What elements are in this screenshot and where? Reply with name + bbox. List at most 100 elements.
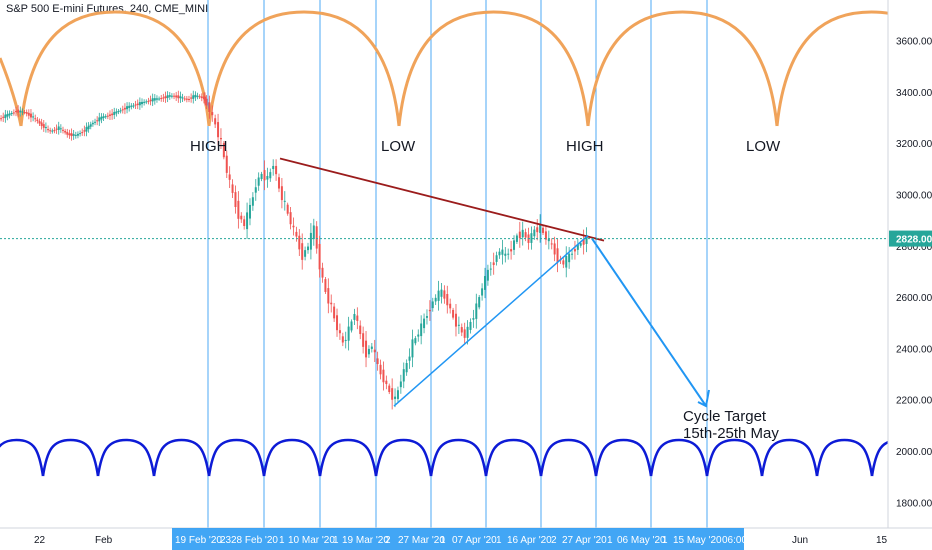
candle-body <box>21 111 24 113</box>
lower-arc-3 <box>152 438 211 477</box>
candle-body <box>394 396 397 399</box>
candle-body <box>38 121 41 124</box>
candle-body <box>379 364 382 375</box>
candle-body <box>111 113 114 116</box>
upper-arc-2 <box>397 10 590 127</box>
candle-body <box>457 324 460 326</box>
candle-body <box>4 114 7 119</box>
candle-body <box>237 200 240 219</box>
candle-body <box>431 301 434 309</box>
candle-body <box>347 326 350 341</box>
candle-body <box>91 122 94 125</box>
candle-body <box>177 95 180 99</box>
candle-body <box>98 117 101 122</box>
candle-body <box>376 358 379 365</box>
candle-body <box>260 173 263 180</box>
candle-body <box>460 327 463 333</box>
candle-body <box>483 276 486 290</box>
lower-arc-8 <box>429 438 488 477</box>
candle-body <box>266 175 269 180</box>
candle-body <box>333 306 336 319</box>
candle-body <box>202 96 205 100</box>
candle-body <box>196 95 199 97</box>
candle-body <box>576 244 579 250</box>
trend-line-lower <box>393 234 589 407</box>
candle-body <box>321 267 324 278</box>
candle-body <box>254 187 257 193</box>
x-tick-label: 23 <box>220 535 232 546</box>
candle-body <box>385 380 388 385</box>
price-badge-label: 2828.00 <box>896 235 932 246</box>
candle-body <box>170 95 173 97</box>
candle-body <box>179 96 182 99</box>
candle-body <box>222 143 225 158</box>
annotation-low-1: LOW <box>381 138 416 155</box>
candle-body <box>399 381 402 388</box>
candle-body <box>102 116 105 118</box>
candle-body <box>405 363 408 373</box>
candle-body <box>87 125 90 130</box>
candle-body <box>12 112 15 114</box>
candle-body <box>115 111 118 114</box>
candle-body <box>0 118 3 120</box>
lower-arc-10 <box>539 438 598 477</box>
candle-body <box>175 95 178 98</box>
y-tick-label: 3400.00 <box>896 88 932 99</box>
candle-body <box>83 130 86 132</box>
annotation-high-0: HIGH <box>190 138 228 155</box>
lower-arc-7 <box>374 438 433 477</box>
candle-body <box>251 197 254 206</box>
candle-body <box>49 130 52 132</box>
candle-body <box>307 246 310 251</box>
candle-body <box>362 333 365 347</box>
candle-body <box>324 279 327 292</box>
candle-body <box>138 102 141 106</box>
candle-body <box>72 134 75 136</box>
candle-body <box>225 155 228 173</box>
candle-body <box>25 112 28 114</box>
candle-body <box>289 212 292 225</box>
candle-body <box>336 315 339 331</box>
y-tick-label: 3200.00 <box>896 139 932 150</box>
x-tick-label: 27 Apr '20 <box>562 535 607 546</box>
candle-body <box>74 134 77 136</box>
candle-body <box>425 316 428 318</box>
candle-body <box>327 288 330 304</box>
x-tick-label: 2 <box>385 535 391 546</box>
candle-body <box>164 96 167 99</box>
candle-body <box>466 326 469 338</box>
candle-body <box>391 388 394 400</box>
candle-body <box>59 128 62 130</box>
candle-body <box>121 109 124 111</box>
candle-body <box>217 122 220 138</box>
candle-body <box>478 297 481 308</box>
candle-body <box>350 321 353 331</box>
candle-body <box>243 219 246 226</box>
candle-body <box>513 240 516 250</box>
candle-body <box>498 251 501 256</box>
y-tick-label: 2200.00 <box>896 396 932 407</box>
candle-body <box>510 249 513 252</box>
candle-body <box>181 97 184 99</box>
candle-body <box>240 215 243 220</box>
x-tick-label: Jun <box>792 535 808 546</box>
x-tick-label: 1 <box>333 535 339 546</box>
candle-body <box>280 186 283 201</box>
candle-body <box>437 290 440 301</box>
candle-body <box>17 109 20 113</box>
cycle-target-label: Cycle Target <box>683 408 767 425</box>
candle-body <box>295 231 298 237</box>
candle-body <box>2 116 5 118</box>
candle-body <box>370 346 373 349</box>
candle-body <box>550 243 553 245</box>
y-tick-label: 2800.00 <box>896 242 932 253</box>
candle-body <box>200 96 203 99</box>
candle-body <box>452 309 455 318</box>
candle-body <box>304 250 307 257</box>
lower-arc-0 <box>0 438 45 477</box>
candle-body <box>119 110 122 112</box>
candle-body <box>309 232 312 250</box>
candle-body <box>219 137 222 140</box>
candle-body <box>19 110 22 113</box>
candle-body <box>530 233 533 243</box>
